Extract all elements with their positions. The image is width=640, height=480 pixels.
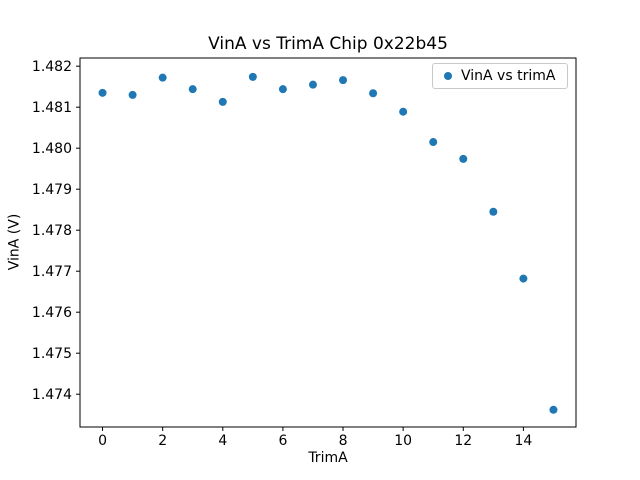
x-tick-label: 2 bbox=[158, 433, 167, 449]
y-tick-label: 1.479 bbox=[32, 182, 72, 198]
x-tick-label: 10 bbox=[394, 433, 412, 449]
y-tick-label: 1.480 bbox=[32, 141, 72, 157]
scatter-point bbox=[308, 80, 317, 89]
y-tick-label: 1.474 bbox=[32, 387, 72, 403]
x-tick-label: 0 bbox=[98, 433, 107, 449]
y-tick-label: 1.477 bbox=[32, 264, 72, 280]
y-tick-label: 1.478 bbox=[32, 223, 72, 239]
scatter-point bbox=[549, 405, 558, 414]
y-tick-label: 1.476 bbox=[32, 305, 72, 321]
scatter-point bbox=[339, 76, 348, 85]
scatter-point bbox=[429, 138, 438, 147]
y-axis-label: VinA (V) bbox=[6, 213, 23, 271]
scatter-point bbox=[98, 88, 107, 97]
scatter-point bbox=[128, 90, 137, 99]
scatter-point bbox=[459, 154, 468, 163]
scatter-point bbox=[399, 107, 408, 116]
y-tick-label: 1.481 bbox=[32, 100, 72, 116]
chart-title: VinA vs TrimA Chip 0x22b45 bbox=[208, 34, 448, 54]
scatter-point bbox=[188, 85, 197, 94]
legend-label: VinA vs trimA bbox=[461, 68, 556, 84]
x-tick-label: 6 bbox=[278, 433, 287, 449]
scatter-point bbox=[369, 89, 378, 98]
scatter-point bbox=[248, 72, 257, 81]
scatter-point bbox=[158, 73, 167, 82]
axes-box bbox=[79, 57, 577, 428]
x-axis-label: TrimA bbox=[308, 450, 348, 466]
x-tick-label: 8 bbox=[339, 433, 348, 449]
scatter-point bbox=[489, 207, 498, 216]
y-tick-label: 1.475 bbox=[32, 346, 72, 362]
scatter-point bbox=[519, 274, 528, 283]
legend-marker-icon bbox=[444, 72, 452, 80]
x-tick-label: 14 bbox=[514, 433, 532, 449]
y-tick-label: 1.482 bbox=[32, 59, 72, 75]
legend: VinA vs trimA bbox=[432, 63, 569, 89]
x-tick-label: 4 bbox=[218, 433, 227, 449]
x-tick-label: 12 bbox=[454, 433, 472, 449]
scatter-point bbox=[218, 97, 227, 106]
scatter-point bbox=[278, 85, 287, 94]
